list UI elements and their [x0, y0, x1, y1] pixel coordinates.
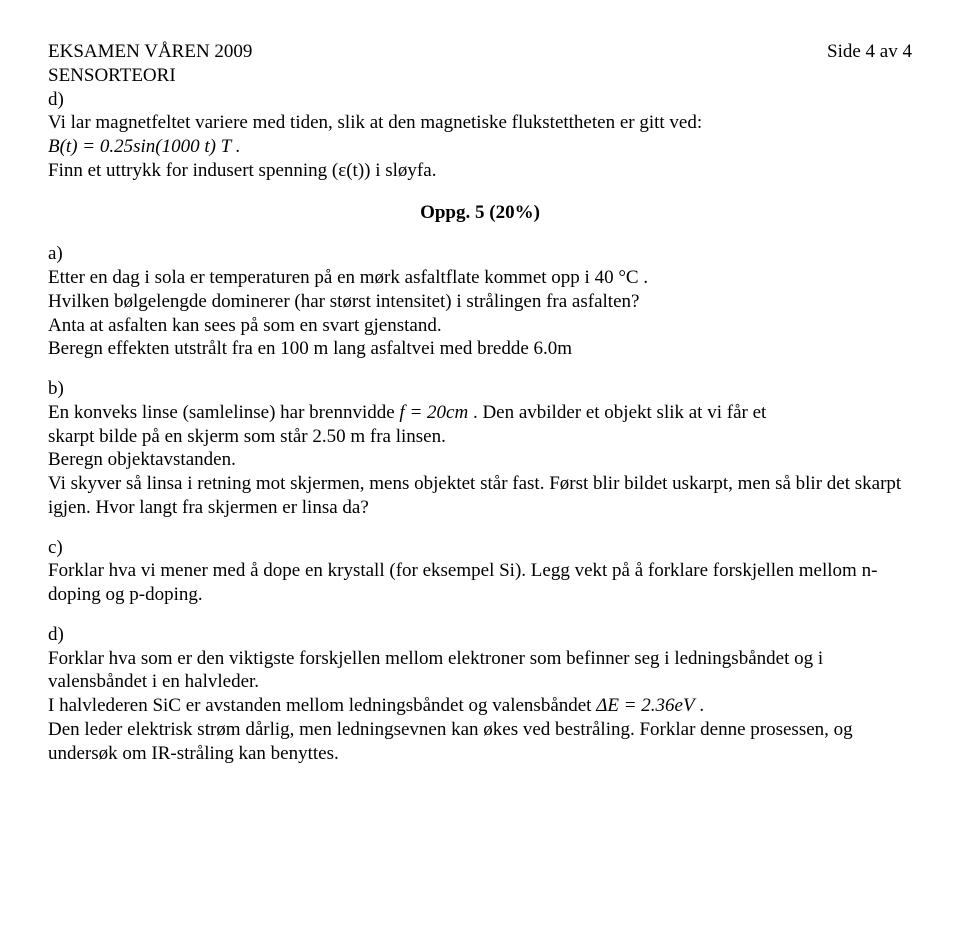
task5-title: Oppg. 5 (20%): [48, 201, 912, 225]
task-b-line2: skarpt bilde på en skjerm som står 2.50 …: [48, 425, 912, 449]
task-a-line3: Anta at asfalten kan sees på som en svar…: [48, 314, 912, 338]
page-number: Side 4 av 4: [827, 40, 912, 64]
task-b-line1b: . Den avbilder et objekt slik at vi får …: [468, 402, 766, 423]
task-b-line1-eq: f = 20cm: [399, 402, 468, 423]
task-b-line1: En konveks linse (samlelinse) har brennv…: [48, 401, 912, 425]
task-a-line4: Beregn effekten utstrålt fra en 100 m la…: [48, 337, 912, 361]
task-d2-label: d): [48, 623, 912, 647]
task-b-line4: Vi skyver så linsa i retning mot skjerme…: [48, 472, 912, 520]
task-d1-line2: Finn et uttrykk for indusert spenning (ε…: [48, 159, 912, 183]
task-a-label: a): [48, 242, 912, 266]
task-d2-line2-eq: ΔE = 2.36eV: [596, 695, 694, 716]
task-b-label: b): [48, 377, 912, 401]
task-b-line3: Beregn objektavstanden.: [48, 448, 912, 472]
task-d2-line2b: .: [695, 695, 705, 716]
task-d2-line1: Forklar hva som er den viktigste forskje…: [48, 647, 912, 695]
task-d1-label: d): [48, 88, 912, 112]
task-d2-line2: I halvlederen SiC er avstanden mellom le…: [48, 694, 912, 718]
task-c-line1: Forklar hva vi mener med å dope en kryst…: [48, 559, 912, 607]
task-d2-line3: Den leder elektrisk strøm dårlig, men le…: [48, 718, 912, 766]
header-left-2: SENSORTEORI: [48, 65, 176, 86]
task-a-line1: Etter en dag i sola er temperaturen på e…: [48, 266, 912, 290]
task-b-line1a: En konveks linse (samlelinse) har brennv…: [48, 402, 399, 423]
header-left-1: EKSAMEN VÅREN 2009: [48, 40, 252, 64]
task-d1-line1: Vi lar magnetfeltet variere med tiden, s…: [48, 111, 912, 135]
task-a-line2: Hvilken bølgelengde dominerer (har størs…: [48, 290, 912, 314]
task-d1-equation: B(t) = 0.25sin(1000 t) T .: [48, 135, 912, 159]
task-c-label: c): [48, 536, 912, 560]
task-d2-line2a: I halvlederen SiC er avstanden mellom le…: [48, 695, 596, 716]
